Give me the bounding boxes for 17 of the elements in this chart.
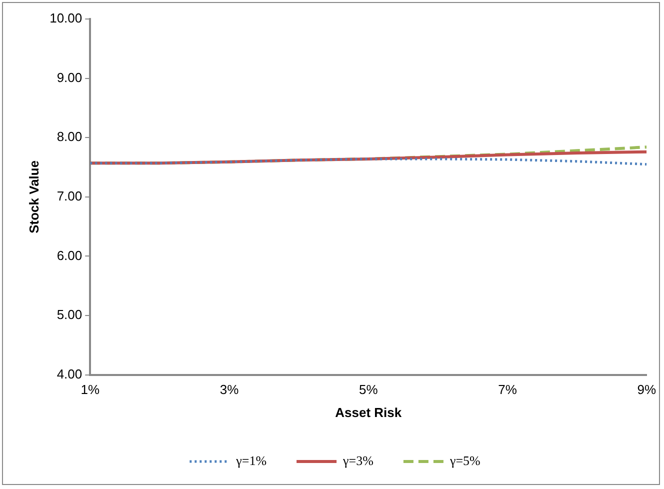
x-axis-title: Asset Risk (335, 404, 402, 420)
y-tick-label: 10.00 (50, 10, 82, 26)
y-tick-label: 7.00 (56, 188, 82, 204)
x-tick-label: 9% (637, 382, 656, 398)
y-tick-label: 6.00 (56, 248, 82, 263)
x-tick-label: 7% (498, 382, 518, 398)
legend-label: γ=3% (342, 452, 374, 468)
y-tick-label: 4.00 (56, 366, 82, 382)
y-tick-label: 8.00 (56, 129, 82, 144)
x-tick-label: 5% (358, 382, 378, 398)
y-axis-title: Stock Value (26, 160, 42, 234)
y-tick-label: 5.00 (56, 307, 82, 322)
legend-label: γ=1% (235, 452, 267, 468)
legend-label: γ=5% (448, 452, 481, 468)
y-tick-label: 9.00 (56, 70, 82, 85)
x-tick-label: 3% (220, 382, 240, 398)
x-tick-label: 1% (80, 382, 100, 398)
